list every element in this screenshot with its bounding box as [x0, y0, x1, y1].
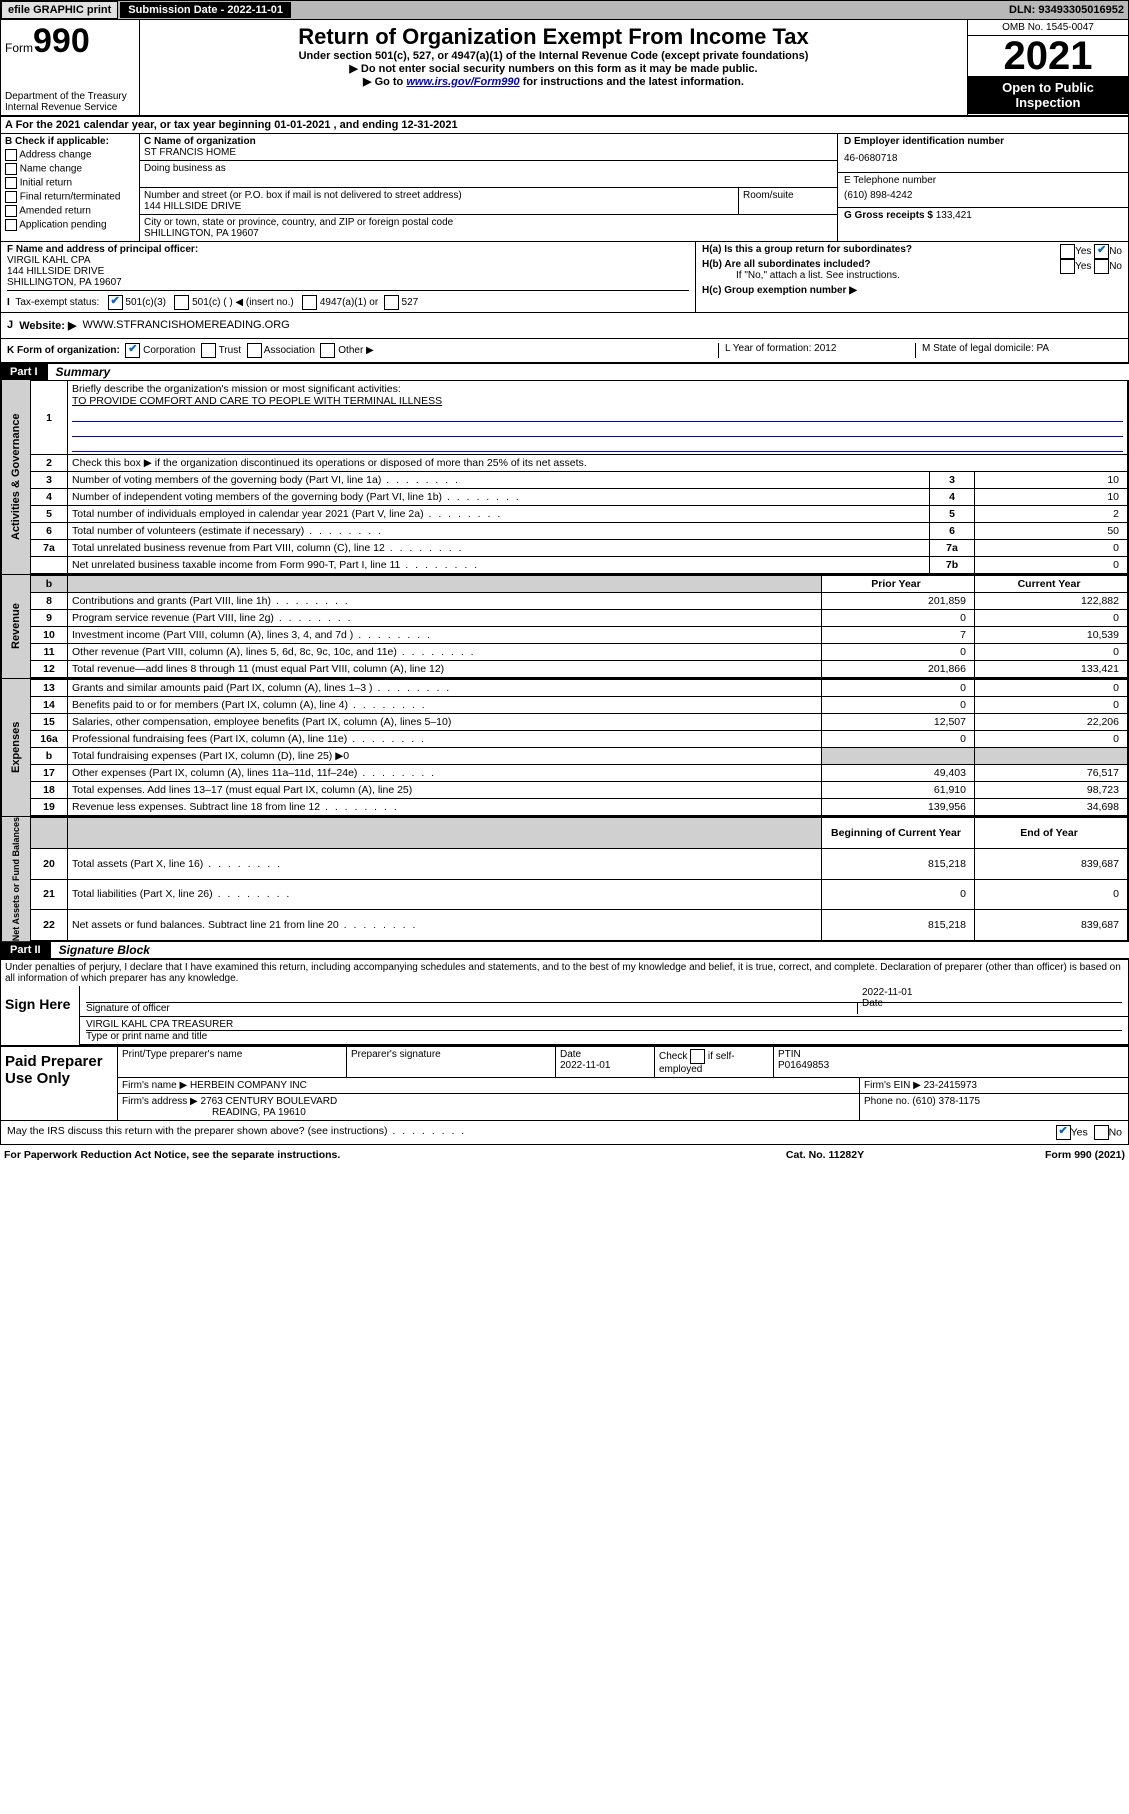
- table-row: 11Other revenue (Part VIII, column (A), …: [31, 644, 1128, 661]
- revenue-section: Revenue bPrior YearCurrent Year 8Contrib…: [0, 575, 1129, 679]
- checkbox-assoc[interactable]: [247, 343, 262, 358]
- table-row: 20Total assets (Part X, line 16)815,2188…: [31, 848, 1128, 879]
- checkbox-address[interactable]: [5, 149, 17, 161]
- block-right: D Employer identification number 46-0680…: [837, 134, 1128, 241]
- part2-header: Part II Signature Block: [0, 942, 1129, 958]
- paid-preparer: Paid Preparer Use Only Print/Type prepar…: [0, 1046, 1129, 1121]
- blocks-bcd: B Check if applicable: Address change Na…: [0, 134, 1129, 242]
- footer: For Paperwork Reduction Act Notice, see …: [0, 1145, 1129, 1165]
- checkbox-501c[interactable]: [174, 295, 189, 310]
- hb-yes[interactable]: [1060, 259, 1075, 274]
- ptin: P01649853: [778, 1060, 829, 1071]
- checkbox-527[interactable]: [384, 295, 399, 310]
- officer-name: VIRGIL KAHL CPA: [7, 255, 689, 266]
- checkbox-corp[interactable]: [125, 343, 140, 358]
- hb-no[interactable]: [1094, 259, 1109, 274]
- form-header: Form990 Department of the Treasury Inter…: [0, 20, 1129, 117]
- table-row: 14Benefits paid to or for members (Part …: [31, 697, 1128, 714]
- table-row: bTotal fundraising expenses (Part IX, co…: [31, 748, 1128, 765]
- sign-here-label: Sign Here: [1, 986, 79, 1045]
- ein: 46-0680718: [844, 147, 1122, 170]
- checkbox-name[interactable]: [5, 163, 17, 175]
- checkbox-trust[interactable]: [201, 343, 216, 358]
- form-number: Form990: [5, 22, 135, 61]
- efile-button[interactable]: efile GRAPHIC print: [1, 1, 118, 19]
- table-row: 5Total number of individuals employed in…: [31, 506, 1128, 523]
- firm-name: HERBEIN COMPANY INC: [190, 1080, 307, 1091]
- table-row: 18Total expenses. Add lines 13–17 (must …: [31, 782, 1128, 799]
- prep-date: 2022-11-01: [560, 1060, 610, 1071]
- dept-treasury: Department of the Treasury Internal Reve…: [5, 91, 135, 113]
- checkbox-pending[interactable]: [5, 219, 17, 231]
- year-formation: L Year of formation: 2012: [718, 343, 915, 358]
- firm-ein: 23-2415973: [924, 1080, 977, 1091]
- org-name: ST FRANCIS HOME: [144, 147, 833, 158]
- table-row: 4Number of independent voting members of…: [31, 489, 1128, 506]
- city-state-zip: SHILLINGTON, PA 19607: [144, 228, 833, 239]
- street-address: 144 HILLSIDE DRIVE: [144, 201, 734, 212]
- discuss-no[interactable]: [1094, 1125, 1109, 1140]
- checkbox-initial[interactable]: [5, 177, 17, 189]
- side-governance: Activities & Governance: [1, 380, 30, 574]
- checkbox-final[interactable]: [5, 191, 17, 203]
- checkbox-selfemployed[interactable]: [690, 1049, 705, 1064]
- mission: TO PROVIDE COMFORT AND CARE TO PEOPLE WI…: [72, 395, 1123, 407]
- netassets-section: Net Assets or Fund Balances Beginning of…: [0, 817, 1129, 942]
- table-row: 3Number of voting members of the governi…: [31, 472, 1128, 489]
- form-title: Return of Organization Exempt From Incom…: [144, 24, 963, 50]
- irs-link[interactable]: www.irs.gov/Form990: [406, 76, 519, 88]
- table-row: 8Contributions and grants (Part VIII, li…: [31, 593, 1128, 610]
- firm-phone: (610) 378-1175: [912, 1096, 980, 1107]
- part1-header: Part I Summary: [0, 364, 1129, 380]
- subtitle-2: ▶ Do not enter social security numbers o…: [144, 62, 963, 75]
- open-public: Open to Public Inspection: [968, 76, 1128, 114]
- dln: DLN: 93493305016952: [1009, 4, 1128, 16]
- table-row: 10Investment income (Part VIII, column (…: [31, 627, 1128, 644]
- table-row: 12Total revenue—add lines 8 through 11 (…: [31, 661, 1128, 678]
- table-row: 15Salaries, other compensation, employee…: [31, 714, 1128, 731]
- side-revenue: Revenue: [1, 575, 30, 678]
- checkbox-501c3[interactable]: [108, 295, 123, 310]
- ha-yes[interactable]: [1060, 244, 1075, 259]
- gross-receipts: 133,421: [936, 210, 972, 221]
- website-row: J Website: ▶ WWW.STFRANCISHOMEREADING.OR…: [0, 313, 1129, 339]
- subtitle-3: ▶ Go to www.irs.gov/Form990 for instruct…: [144, 75, 963, 88]
- table-row: 22Net assets or fund balances. Subtract …: [31, 910, 1128, 941]
- period-row: A For the 2021 calendar year, or tax yea…: [0, 117, 1129, 134]
- firm-address: 2763 CENTURY BOULEVARD: [201, 1096, 338, 1107]
- subtitle-1: Under section 501(c), 527, or 4947(a)(1)…: [144, 50, 963, 62]
- expenses-section: Expenses 13Grants and similar amounts pa…: [0, 679, 1129, 817]
- table-row: 17Other expenses (Part IX, column (A), l…: [31, 765, 1128, 782]
- side-netassets: Net Assets or Fund Balances: [1, 817, 30, 941]
- topbar: efile GRAPHIC print Submission Date - 20…: [0, 0, 1129, 20]
- table-row: 21Total liabilities (Part X, line 26)00: [31, 879, 1128, 910]
- telephone: (610) 898-4242: [844, 186, 1122, 205]
- table-row: 13Grants and similar amounts paid (Part …: [31, 680, 1128, 697]
- website-url[interactable]: WWW.STFRANCISHOMEREADING.ORG: [83, 319, 290, 332]
- table-row: 9Program service revenue (Part VIII, lin…: [31, 610, 1128, 627]
- block-b: B Check if applicable: Address change Na…: [1, 134, 140, 241]
- checkbox-4947[interactable]: [302, 295, 317, 310]
- state-domicile: M State of legal domicile: PA: [915, 343, 1122, 358]
- submission-date: Submission Date - 2022-11-01: [120, 2, 291, 18]
- table-row: Net unrelated business taxable income fr…: [31, 557, 1128, 574]
- checkbox-amended[interactable]: [5, 205, 17, 217]
- checkbox-other[interactable]: [320, 343, 335, 358]
- section-f-h: F Name and address of principal officer:…: [0, 242, 1129, 313]
- table-row: 6Total number of volunteers (estimate if…: [31, 523, 1128, 540]
- ha-no[interactable]: [1094, 244, 1109, 259]
- table-row: 16aProfessional fundraising fees (Part I…: [31, 731, 1128, 748]
- side-expenses: Expenses: [1, 679, 30, 816]
- discuss-yes[interactable]: [1056, 1125, 1071, 1140]
- table-row: 19Revenue less expenses. Subtract line 1…: [31, 799, 1128, 816]
- block-c: C Name of organization ST FRANCIS HOME D…: [140, 134, 837, 241]
- governance-section: Activities & Governance 1 Briefly descri…: [0, 380, 1129, 575]
- k-org-row: K Form of organization: Corporation Trus…: [0, 339, 1129, 364]
- officer-name-title: VIRGIL KAHL CPA TREASURER: [86, 1019, 1122, 1031]
- signature-block: Under penalties of perjury, I declare th…: [0, 958, 1129, 1046]
- table-row: 7aTotal unrelated business revenue from …: [31, 540, 1128, 557]
- discuss-row: May the IRS discuss this return with the…: [0, 1121, 1129, 1145]
- tax-year: 2021: [968, 36, 1128, 76]
- sig-date: 2022-11-01: [862, 987, 1122, 998]
